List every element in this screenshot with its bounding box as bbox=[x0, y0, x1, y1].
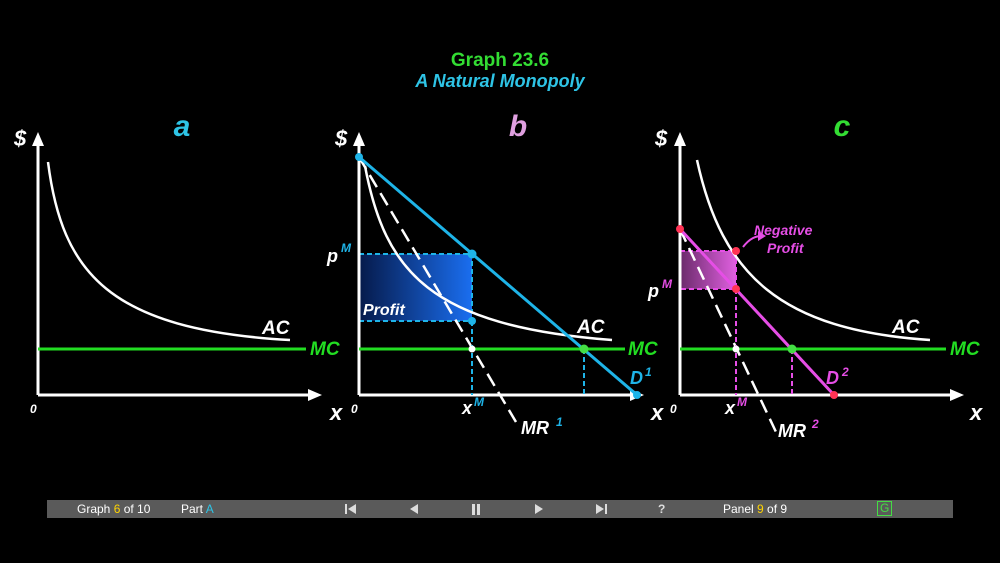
skip-first-icon[interactable] bbox=[345, 503, 357, 515]
diagram-canvas: a $ x 0 AC MC b bbox=[13, 110, 983, 441]
panel-counter-number: 9 bbox=[757, 502, 764, 516]
panel-counter-prefix: Panel bbox=[723, 502, 758, 516]
panel-b-x-axis-label: x bbox=[650, 400, 664, 425]
panel-b-qty-sup: M bbox=[474, 395, 485, 409]
panel-c-monopoly-price-point bbox=[732, 285, 740, 293]
panel-c-letter: c bbox=[834, 110, 851, 143]
panel-c-mr-mc-intersection-point bbox=[732, 345, 740, 353]
part-indicator-prefix: Part bbox=[181, 502, 206, 516]
panel-c-qty-label: x bbox=[724, 398, 736, 418]
skip-last-icon[interactable] bbox=[595, 503, 607, 515]
panel-c-y-axis-label: $ bbox=[654, 126, 668, 151]
panel-a-letter: a bbox=[174, 110, 191, 143]
graph-counter-suffix: of 10 bbox=[120, 502, 151, 516]
panel-c-demand-x-intercept-point bbox=[830, 391, 838, 399]
monopoly-price-point bbox=[467, 249, 477, 259]
next-icon[interactable] bbox=[533, 503, 545, 515]
negative-profit-label-line2: Profit bbox=[767, 240, 805, 256]
ac-at-xm-point bbox=[468, 317, 476, 325]
panel-b-qty-label: x bbox=[461, 398, 473, 418]
panel-a-y-axis-label: $ bbox=[13, 126, 27, 151]
mr2-label: MR bbox=[778, 421, 806, 441]
panel-b-price-label: p bbox=[326, 246, 338, 266]
demand-mc-intersection-point bbox=[579, 344, 589, 354]
panel-c: c $ x 0 bbox=[647, 110, 983, 441]
mr2-line bbox=[678, 228, 778, 433]
panel-b-y-axis-label: $ bbox=[334, 126, 348, 151]
panel-a: a $ x 0 AC MC bbox=[13, 110, 343, 425]
panel-c-ac-label: AC bbox=[891, 317, 920, 338]
panel-b: b $ x 0 p M bbox=[326, 110, 664, 438]
g-button[interactable]: G bbox=[877, 501, 893, 516]
graph-counter-number: 6 bbox=[113, 502, 121, 516]
mr1-line bbox=[357, 156, 518, 423]
navigation-bar: Graph 6 of 10 Part A ? Panel 9 of 9 G bbox=[47, 500, 953, 518]
panel-b-ac-label: AC bbox=[576, 317, 605, 338]
panel-c-demand-mc-intersection-point bbox=[787, 344, 797, 354]
panel-c-x-axis-label: x bbox=[969, 400, 983, 425]
mr2-sup: 2 bbox=[811, 417, 819, 431]
panel-c-qty-sup: M bbox=[737, 395, 748, 409]
panel-a-axes bbox=[32, 132, 322, 401]
panel-b-letter: b bbox=[509, 110, 527, 143]
graph-title: Graph 23.6 bbox=[450, 50, 550, 71]
panel-c-ac-curve bbox=[695, 159, 931, 342]
panel-a-ac-label: AC bbox=[261, 318, 290, 339]
profit-area bbox=[359, 254, 472, 321]
panel-c-price-sup: M bbox=[662, 277, 673, 291]
panel-c-origin-label: 0 bbox=[670, 402, 677, 416]
panel-a-origin-label: 0 bbox=[30, 402, 37, 416]
panel-a-ac-curve bbox=[46, 161, 291, 342]
demand-x-intercept-point bbox=[633, 391, 641, 399]
panel-b-ac-curve bbox=[363, 165, 613, 342]
help-button[interactable]: ? bbox=[658, 502, 666, 516]
panel-b-price-sup: M bbox=[341, 241, 352, 255]
demand-d2-label: D bbox=[826, 368, 839, 388]
panel-c-demand-intercept-point bbox=[676, 225, 684, 233]
demand-intercept-point bbox=[355, 153, 363, 161]
pause-icon[interactable] bbox=[470, 503, 482, 515]
demand-d1-label: D bbox=[630, 368, 643, 388]
panel-c-axes bbox=[674, 132, 964, 401]
negative-profit-label-line1: Negative bbox=[754, 222, 813, 238]
demand-d2-line bbox=[678, 227, 836, 397]
panel-counter-suffix: of 9 bbox=[763, 502, 788, 516]
panel-c-mc-label: MC bbox=[950, 339, 980, 360]
part-indicator[interactable]: Part A bbox=[181, 502, 214, 516]
previous-icon[interactable] bbox=[408, 503, 420, 515]
demand-d1-line bbox=[358, 155, 638, 397]
graph-counter-prefix: Graph bbox=[77, 502, 114, 516]
profit-label: Profit bbox=[363, 302, 405, 319]
panel-a-x-axis-label: x bbox=[329, 400, 343, 425]
graph-subtitle: A Natural Monopoly bbox=[415, 71, 585, 91]
panel-a-mc-label: MC bbox=[310, 339, 340, 360]
part-indicator-value: A bbox=[205, 502, 214, 516]
panel-counter: Panel 9 of 9 bbox=[723, 502, 787, 516]
mr1-label: MR bbox=[521, 418, 549, 438]
mr-mc-intersection-point bbox=[468, 345, 476, 353]
demand-d1-sup: 1 bbox=[645, 365, 652, 379]
panel-c-ac-at-xm-point bbox=[732, 247, 740, 255]
negative-profit-arrowhead bbox=[758, 231, 766, 241]
panel-b-mc-label: MC bbox=[628, 339, 658, 360]
mr1-sup: 1 bbox=[556, 415, 563, 429]
demand-d2-sup: 2 bbox=[841, 365, 849, 379]
panel-c-price-label: p bbox=[647, 281, 659, 301]
graph-counter: Graph 6 of 10 bbox=[77, 502, 150, 516]
negative-profit-area bbox=[680, 251, 736, 289]
panel-b-origin-label: 0 bbox=[351, 402, 358, 416]
